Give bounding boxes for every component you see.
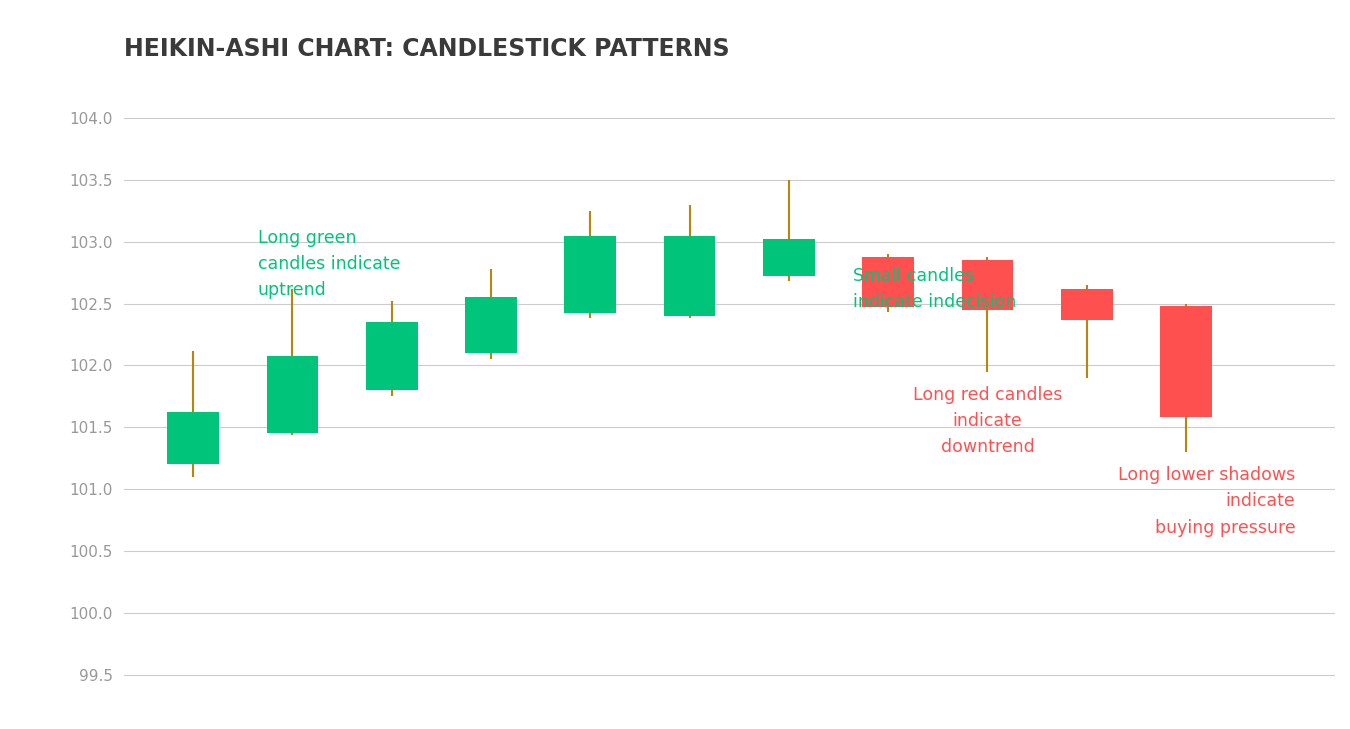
- Text: Long red candles
indicate
downtrend: Long red candles indicate downtrend: [913, 386, 1062, 456]
- Bar: [863, 257, 914, 307]
- Text: Long lower shadows
indicate
buying pressure: Long lower shadows indicate buying press…: [1118, 466, 1295, 537]
- Text: Long green
candles indicate
uptrend: Long green candles indicate uptrend: [258, 229, 400, 300]
- Bar: [466, 297, 517, 353]
- Bar: [961, 260, 1014, 310]
- Bar: [564, 235, 616, 313]
- Bar: [1160, 306, 1212, 418]
- Text: HEIKIN-ASHI CHART: CANDLESTICK PATTERNS: HEIKIN-ASHI CHART: CANDLESTICK PATTERNS: [124, 37, 729, 61]
- Bar: [266, 356, 319, 434]
- Bar: [167, 413, 219, 464]
- Bar: [366, 322, 417, 390]
- Bar: [1061, 289, 1112, 319]
- Text: Small candles
indicate indecision: Small candles indicate indecision: [853, 267, 1017, 311]
- Bar: [664, 235, 716, 316]
- Bar: [763, 239, 814, 276]
